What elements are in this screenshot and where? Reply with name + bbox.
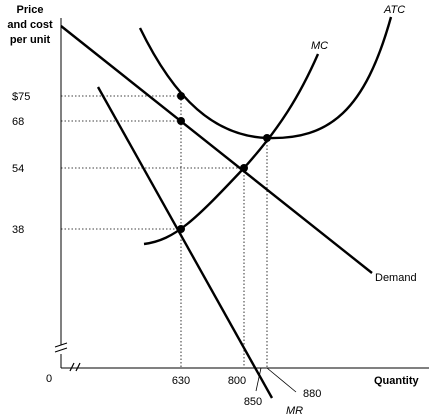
mr-curve bbox=[96, 86, 274, 399]
x-tick-labels: 0 630 800 850 880 Quantity bbox=[46, 367, 419, 408]
y-axis-title: Price and cost per unit bbox=[7, 4, 53, 46]
y-axis-break-mark bbox=[54, 342, 68, 353]
guide-lines bbox=[61, 95, 268, 368]
y-title-line-2: and cost bbox=[7, 19, 53, 31]
mr-label: MR bbox=[286, 405, 303, 417]
x-axis-break-mark bbox=[69, 362, 81, 372]
y-title-line-3: per unit bbox=[10, 34, 51, 46]
point-800-54 bbox=[240, 164, 248, 172]
x-axis-title: Quantity bbox=[374, 375, 419, 387]
y-tick-75: $75 bbox=[12, 91, 30, 103]
x-tick-880: 880 bbox=[303, 388, 321, 400]
point-880-62 bbox=[263, 134, 271, 142]
y-tick-labels: $75 68 54 38 bbox=[12, 91, 30, 236]
y-tick-68: 68 bbox=[12, 116, 24, 128]
demand-curve bbox=[60, 25, 373, 274]
point-630-68 bbox=[177, 117, 185, 125]
x-tick-850: 850 bbox=[244, 396, 262, 408]
origin-label: 0 bbox=[46, 373, 52, 385]
curves bbox=[60, 16, 393, 399]
axes bbox=[54, 18, 429, 372]
mc-label: MC bbox=[311, 40, 328, 52]
demand-label: Demand bbox=[375, 272, 417, 284]
point-630-38 bbox=[177, 225, 185, 233]
leader-880 bbox=[266, 367, 297, 393]
point-630-75 bbox=[177, 92, 185, 100]
y-title-line-1: Price bbox=[17, 4, 44, 16]
y-tick-38: 38 bbox=[12, 224, 24, 236]
x-tick-800: 800 bbox=[228, 375, 246, 387]
curve-labels: ATC MC Demand MR bbox=[286, 4, 417, 417]
points bbox=[177, 92, 271, 233]
y-tick-54: 54 bbox=[12, 163, 24, 175]
x-tick-630: 630 bbox=[172, 375, 190, 387]
leader-850 bbox=[255, 367, 262, 392]
atc-label: ATC bbox=[383, 4, 405, 16]
